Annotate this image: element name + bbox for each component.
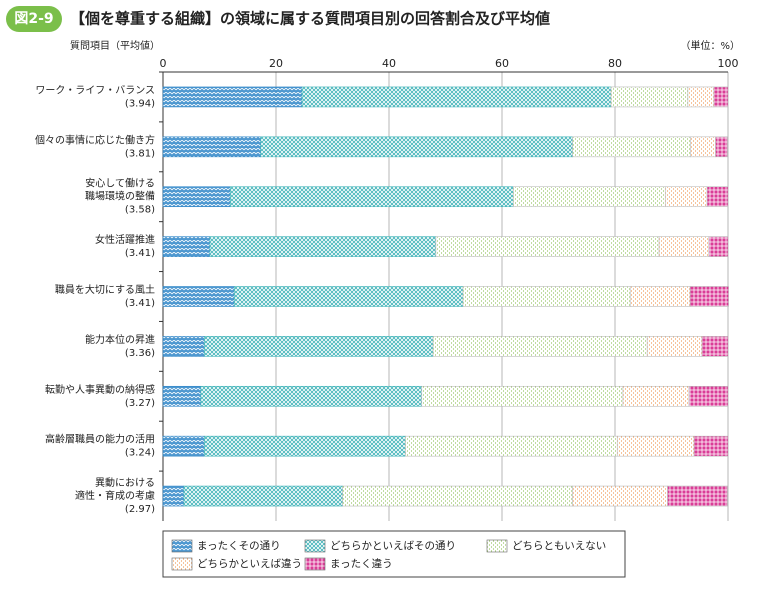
y-tick-label: (3.24) xyxy=(125,448,155,459)
y-tick-label: 個々の事情に応じた働き方 xyxy=(35,133,155,146)
y-tick-label: 高齢層職員の能力の活用 xyxy=(45,433,155,446)
bar-segment xyxy=(301,86,612,108)
bar-segment xyxy=(688,385,729,407)
bar-segment xyxy=(183,485,343,507)
bar-segment xyxy=(572,485,668,507)
y-tick-label: (3.27) xyxy=(125,398,155,409)
figure-badge xyxy=(6,6,62,32)
bar-segment xyxy=(629,286,691,307)
legend-box xyxy=(162,530,626,578)
bar-segment xyxy=(713,86,729,108)
y-tick-label: 女性活躍推進 xyxy=(95,233,155,246)
bar-segment xyxy=(200,385,423,407)
y-tick-label: 安心して働ける xyxy=(85,177,155,190)
bar-segment xyxy=(646,336,703,357)
bar-segment xyxy=(462,286,631,307)
legend-label: まったくその通り xyxy=(197,540,281,552)
bar-segment xyxy=(203,435,406,457)
legend-label: どちらかといえばその通り xyxy=(330,540,456,552)
bar-segment xyxy=(162,385,202,407)
x-tick-label: 0 xyxy=(160,57,167,70)
bar-segment xyxy=(421,385,624,407)
bar-segment xyxy=(658,236,710,257)
x-tick-label: 60 xyxy=(495,57,509,70)
bar-segment xyxy=(715,136,728,158)
legend-swatch xyxy=(486,539,508,553)
bar-segment xyxy=(233,286,464,307)
bar-segment xyxy=(706,186,729,208)
bar-segment xyxy=(162,186,231,208)
x-tick-label: 40 xyxy=(382,57,396,70)
y-tick-label: 異動における xyxy=(95,476,155,489)
bar-segment xyxy=(512,186,666,208)
y-tick-label: (2.97) xyxy=(125,504,155,515)
bar-segment xyxy=(687,86,715,108)
legend-swatch xyxy=(171,557,193,571)
unit-label: （単位：%） xyxy=(680,39,740,52)
legend-swatch xyxy=(171,539,193,553)
bar-segment xyxy=(622,385,690,407)
bar-segment xyxy=(616,435,695,457)
bar-segment xyxy=(610,86,689,108)
x-tick-label: 80 xyxy=(608,57,622,70)
bar-segment xyxy=(229,186,514,208)
y-tick-label: (3.41) xyxy=(125,298,155,309)
legend-label: まったく違う xyxy=(330,557,393,570)
bar-segment xyxy=(435,236,660,257)
bar-segment xyxy=(667,485,728,507)
legend-label: どちらかといえば違う xyxy=(197,557,302,570)
bar-segment xyxy=(162,136,262,158)
y-tick-label: (3.58) xyxy=(125,205,155,216)
y-tick-label: 職場環境の整備 xyxy=(85,190,155,203)
y-tick-label: 能力本位の昇進 xyxy=(85,333,155,346)
bar-segment xyxy=(693,435,729,457)
bar-segment xyxy=(664,186,708,208)
y-tick-label: (3.94) xyxy=(125,98,155,109)
legend-label: どちらともいえない xyxy=(512,540,606,552)
y-tick-label: 適性・育成の考慮 xyxy=(75,489,155,502)
figure-label: 図2-9 xyxy=(14,11,53,27)
x-tick-label: 100 xyxy=(718,57,739,70)
bar-segment xyxy=(690,136,716,158)
bar-segment xyxy=(162,336,205,357)
bar-segment xyxy=(162,86,303,108)
bar-segment xyxy=(162,236,211,257)
bar-segment xyxy=(708,236,729,257)
bar-segment xyxy=(162,435,205,457)
bar-segment xyxy=(260,136,573,158)
y-tick-label: 転勤や人事異動の納得感 xyxy=(45,383,155,396)
bar-segment xyxy=(432,336,648,357)
y-tick-label: 職員を大切にする風土 xyxy=(55,283,155,296)
bar-segment xyxy=(209,236,437,257)
bar-segment xyxy=(689,286,729,307)
y-tick-label: ワーク・ライフ・バランス xyxy=(35,84,155,96)
y-tick-label: (3.41) xyxy=(125,248,155,259)
bar-segment xyxy=(203,336,434,357)
y-tick-label: (3.81) xyxy=(125,148,155,159)
chart-title: 【個を尊重する組織】の領域に属する質問項目別の回答割合及び平均値 xyxy=(70,10,550,28)
bar-segment xyxy=(701,336,729,357)
y-tick-label: (3.36) xyxy=(125,348,155,359)
legend-swatch xyxy=(304,539,326,553)
bar-segment xyxy=(572,136,692,158)
y-axis-label: 質問項目（平均値） xyxy=(70,39,160,52)
bar-segment xyxy=(342,485,573,507)
bar-segment xyxy=(162,286,235,307)
bar-segment xyxy=(405,435,618,457)
legend-swatch xyxy=(304,557,326,571)
bar-segment xyxy=(162,485,185,507)
x-tick-label: 20 xyxy=(269,57,283,70)
